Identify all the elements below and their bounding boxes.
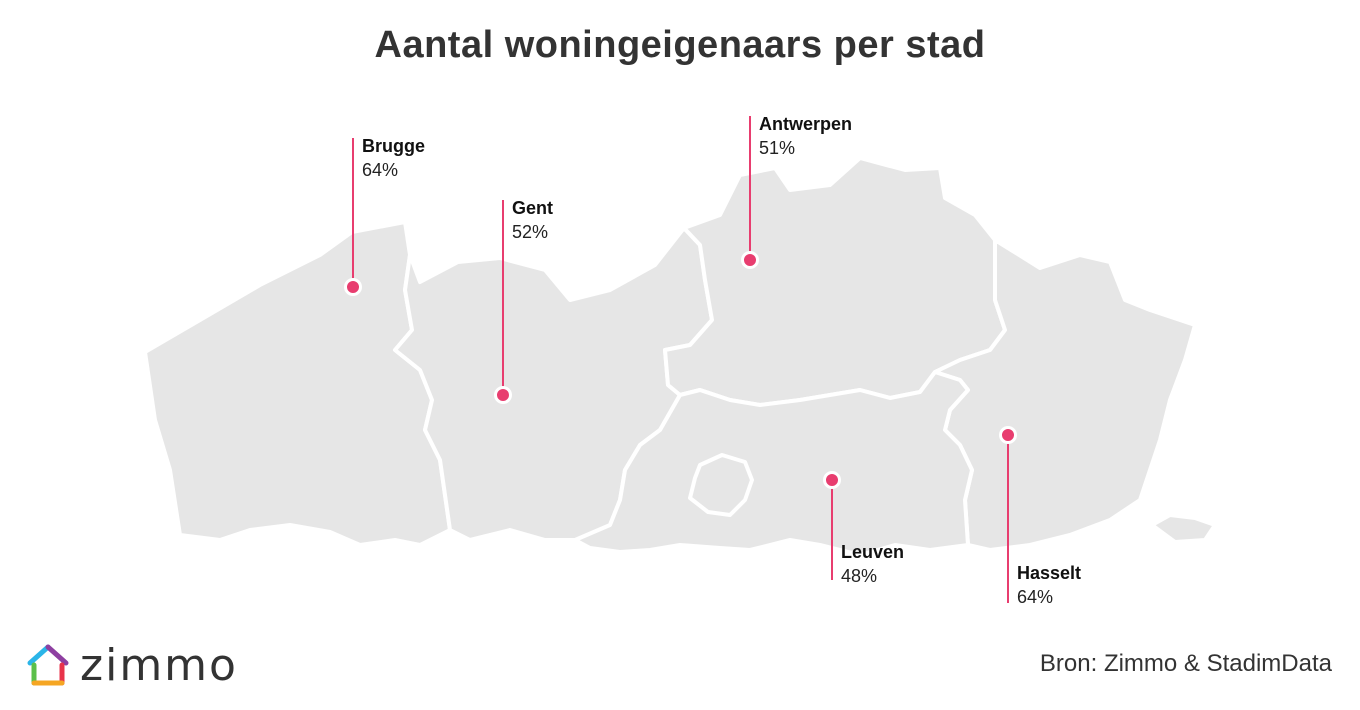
leuven-name: Leuven [841, 542, 905, 562]
antwerpen-value: 51% [759, 138, 796, 158]
province-flemish-brabant [573, 370, 974, 557]
province-limburg [933, 238, 1197, 552]
brugge-name: Brugge [362, 136, 425, 156]
province-voeren [1150, 513, 1217, 544]
house-icon [27, 644, 69, 686]
leuven-label: Leuven 48% [841, 540, 904, 588]
antwerpen-marker[interactable] [741, 251, 759, 269]
antwerpen-name: Antwerpen [759, 114, 853, 134]
zimmo-logo: zimmo [26, 639, 238, 691]
gent-value: 52% [512, 222, 549, 242]
source-note: Bron: Zimmo & StadimData [1039, 650, 1332, 677]
brugge-label: Brugge 64% [362, 134, 425, 182]
hasselt-marker[interactable] [999, 426, 1017, 444]
hasselt-label: Hasselt 64% [1017, 561, 1081, 609]
leuven-value: 48% [841, 566, 878, 586]
antwerpen-label: Antwerpen 51% [759, 112, 852, 160]
brugge-marker[interactable] [344, 278, 362, 296]
hasselt-name: Hasselt [1017, 563, 1082, 583]
gent-marker[interactable] [494, 386, 512, 404]
hasselt-value: 64% [1017, 587, 1054, 607]
province-brussels [688, 453, 754, 517]
brugge-value: 64% [362, 160, 399, 180]
gent-label: Gent 52% [512, 196, 553, 244]
logo-wordmark: zimmo [80, 639, 238, 691]
map-title: Aantal woningeigenaars per stad [374, 24, 986, 66]
province-west-flanders [143, 220, 452, 547]
leuven-marker[interactable] [823, 471, 841, 489]
gent-name: Gent [512, 198, 554, 218]
